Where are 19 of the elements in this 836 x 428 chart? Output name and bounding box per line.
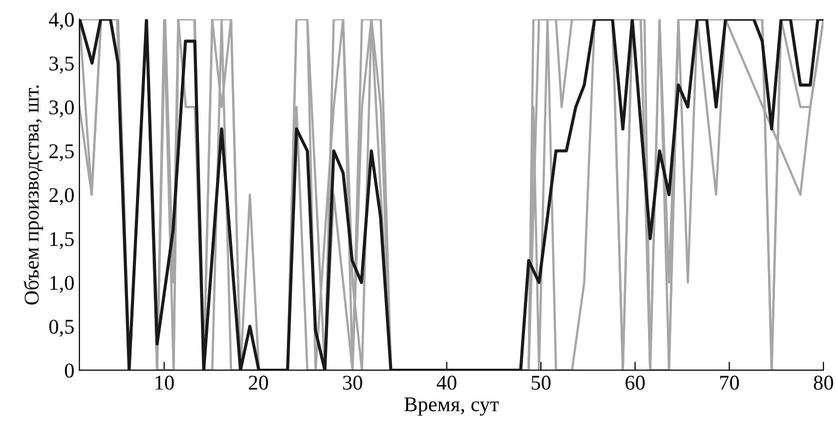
y-tick-label: 0,5 xyxy=(49,320,74,337)
x-tick-label: 10 xyxy=(156,376,174,390)
y-tick-label: 3,0 xyxy=(50,100,74,118)
y-tick-label: 2,5 xyxy=(49,144,74,162)
x-tick-label: 20 xyxy=(248,376,268,390)
x-axis-title: Время, сут xyxy=(404,398,499,416)
y-tick-label: 3,5 xyxy=(50,56,74,74)
x-tick-label: 80 xyxy=(814,376,834,390)
x-tick-label: 50 xyxy=(532,376,551,390)
y-tick-label: 0 xyxy=(64,364,74,378)
y-axis-title: Объем производства, шт. xyxy=(24,85,43,305)
x-tick-label: 30 xyxy=(343,376,362,390)
y-tick-label: 1,0 xyxy=(50,276,74,293)
x-tick-label: 40 xyxy=(436,376,456,390)
y-tick-label: 4,0 xyxy=(48,12,74,30)
y-tick-label: 1,5 xyxy=(50,232,74,250)
y-tick-label: 2,0 xyxy=(49,188,74,206)
x-tick-label: 70 xyxy=(720,376,739,390)
x-tick-label: 60 xyxy=(626,376,645,390)
